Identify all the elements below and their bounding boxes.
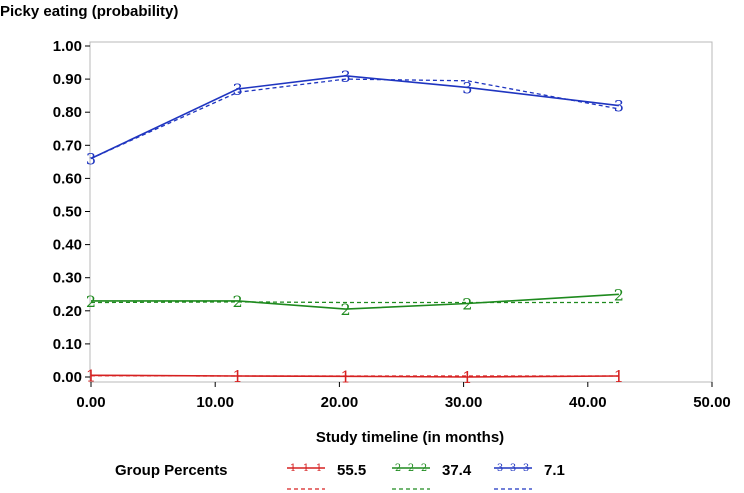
series-3-point: 3: [232, 80, 242, 99]
x-tick-label: 10.00: [196, 394, 234, 411]
series-1-point: 1: [341, 367, 351, 386]
x-tick-label: 20.00: [321, 394, 359, 411]
legend-marker: 2: [421, 463, 427, 474]
series-3-point: 3: [86, 150, 96, 169]
series-2-predicted-line: [90, 301, 619, 304]
series-1-point: 1: [614, 367, 624, 386]
x-tick-label: 0.00: [76, 394, 105, 411]
series-1-observed-line: [90, 374, 619, 378]
legend-item-1: 1 1 1 55.5: [287, 462, 366, 490]
series-3-predicted-line: [90, 78, 620, 160]
legend-percent: 7.1: [544, 462, 565, 479]
legend-marker: 1: [316, 463, 322, 474]
y-tick-label: 0.50: [53, 204, 82, 221]
legend-marker: 1: [303, 463, 309, 474]
legend-percent: 37.4: [442, 462, 472, 479]
legend-percent: 55.5: [337, 462, 366, 479]
series-1-point: 1: [232, 367, 242, 386]
series-1-point: 1: [86, 366, 96, 385]
legend-marker: 3: [523, 463, 529, 474]
series-3-observed-line: [90, 74, 619, 160]
y-tick-label: 0.70: [53, 137, 82, 154]
x-tick-label: 40.00: [569, 394, 607, 411]
y-tick-label: 0.40: [53, 237, 82, 254]
legend-marker: 3: [510, 463, 516, 474]
legend-marker: 2: [395, 463, 401, 474]
legend-title: Group Percents: [115, 462, 228, 479]
series-2-observed-line: [91, 293, 619, 310]
legend-marker: 1: [290, 463, 296, 474]
chart-title: Picky eating (probability): [0, 3, 178, 20]
legend-item-3: 3 3 3 7.1: [494, 462, 565, 490]
series-2-point: 2: [232, 292, 242, 311]
legend-item-2: 2 2 2 37.4: [392, 462, 472, 490]
series-2-point: 2: [86, 292, 96, 311]
y-tick-label: 0.60: [53, 170, 82, 187]
y-tick-label: 0.10: [53, 336, 82, 353]
y-tick-label: 0.30: [53, 270, 82, 287]
plot-frame: [89, 41, 713, 383]
y-tick-label: 0.00: [53, 369, 82, 386]
series-2-point: 2: [341, 300, 351, 319]
series-2-point: 2: [614, 285, 624, 304]
legend-marker: 2: [408, 463, 414, 474]
y-tick-label: 0.90: [53, 71, 82, 88]
x-tick-label: 50.00: [693, 394, 731, 411]
y-tick-label: 0.20: [53, 303, 82, 320]
series-1: 1 1 1 1 1: [86, 366, 624, 387]
x-tick-label: 30.00: [445, 394, 483, 411]
x-axis-label: Study timeline (in months): [316, 429, 504, 446]
series-3-point: 3: [462, 78, 472, 97]
series-1-point: 1: [462, 368, 472, 387]
series-2-point: 2: [462, 295, 472, 314]
series-2: 2 2 2 2 2: [86, 285, 624, 319]
y-tick-label: 0.80: [53, 104, 82, 121]
series-3: 3 3 3 3 3: [86, 67, 624, 169]
series-3-point: 3: [341, 67, 351, 86]
legend-marker: 3: [497, 463, 503, 474]
y-tick-label: 1.00: [53, 38, 82, 55]
series-3-point: 3: [614, 97, 624, 116]
